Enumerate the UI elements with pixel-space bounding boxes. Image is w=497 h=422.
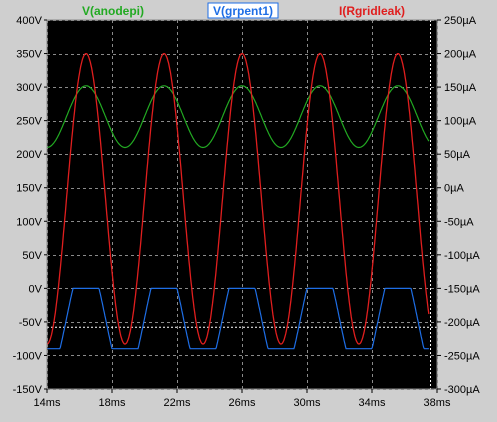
- y-right-tick-labels: 250µA 200µA 150µA 100µA 50µA 0µA -50µA -100µA -1…: [437, 15, 480, 396]
- grid-lines: [47, 20, 438, 390]
- x-tick-label: 30ms: [294, 397, 321, 409]
- y-right-tick-label: -250µA: [444, 350, 480, 362]
- y-right-tick-label: -100µA: [444, 250, 480, 262]
- y-right-tick-label: 50µA: [444, 149, 471, 161]
- y-right-tick-label: 200µA: [444, 49, 477, 61]
- y-left-tick-label: 200V: [16, 149, 42, 161]
- y-right-tick-label: -200µA: [444, 317, 480, 329]
- y-right-tick-label: -150µA: [444, 283, 480, 295]
- x-tick-labels: 14ms 18ms 22ms 26ms 30ms 34ms 38ms: [34, 389, 451, 409]
- y-right-tick-label: 250µA: [444, 15, 477, 27]
- series-line-anodepi: [46, 85, 430, 149]
- y-left-tick-label: 400V: [16, 15, 42, 27]
- y-left-tick-label: -100V: [13, 350, 43, 362]
- x-tick-label: 22ms: [164, 397, 191, 409]
- y-left-tick-label: 150V: [16, 183, 42, 195]
- legend-item-irgridleak[interactable]: I(Rgridleak): [339, 4, 405, 18]
- series-line-rgridleak: [46, 52, 430, 345]
- y-left-tick-label: 250V: [16, 116, 42, 128]
- legend-highlight-box: [207, 2, 279, 19]
- y-right-tick-label: 100µA: [444, 116, 477, 128]
- legend[interactable]: V(anodepi) V(grpent1) I(Rgridleak): [82, 2, 405, 19]
- series-group: [46, 52, 430, 350]
- y-left-tick-label: 50V: [22, 250, 42, 262]
- x-tick-label: 34ms: [359, 397, 386, 409]
- y-left-tick-labels: 400V 350V 300V 250V 200V 150V 100V 50V 0V -50V -10…: [13, 15, 47, 396]
- y-left-tick-label: -50V: [19, 317, 43, 329]
- x-tick-label: 14ms: [34, 397, 61, 409]
- x-tick-label: 18ms: [99, 397, 126, 409]
- cursor-lines: [47, 20, 437, 389]
- legend-item-vanodepi[interactable]: V(anodepi): [82, 4, 144, 18]
- y-right-tick-label: -50µA: [444, 216, 474, 228]
- series-line-grpent1: [47, 287, 429, 350]
- y-left-tick-label: 350V: [16, 49, 42, 61]
- y-left-tick-label: -150V: [13, 384, 43, 396]
- y-left-tick-label: 0V: [29, 283, 43, 295]
- legend-item-vgrpent1[interactable]: V(grpent1): [213, 4, 273, 18]
- y-left-tick-label: 100V: [16, 216, 42, 228]
- x-tick-label: 26ms: [229, 397, 256, 409]
- x-tick-label: 38ms: [424, 397, 451, 409]
- y-left-tick-label: 300V: [16, 82, 42, 94]
- y-right-tick-label: 150µA: [444, 82, 477, 94]
- y-right-tick-label: -300µA: [444, 384, 480, 396]
- y-right-tick-label: 0µA: [444, 183, 464, 195]
